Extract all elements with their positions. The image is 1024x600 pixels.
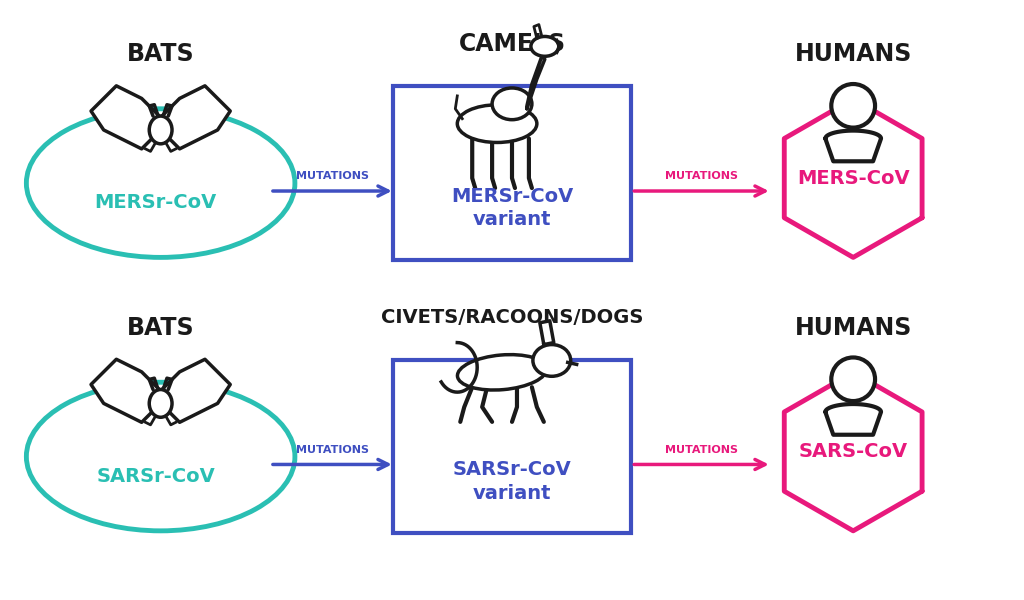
- Text: HUMANS: HUMANS: [795, 316, 911, 340]
- Text: MERSr-CoV: MERSr-CoV: [94, 193, 217, 212]
- Bar: [392, 360, 632, 533]
- Polygon shape: [825, 131, 881, 161]
- Text: SARS-CoV: SARS-CoV: [799, 442, 907, 461]
- Text: CAMELS: CAMELS: [459, 32, 565, 56]
- Polygon shape: [540, 321, 554, 344]
- Bar: [392, 86, 632, 260]
- Ellipse shape: [150, 116, 172, 144]
- Text: MUTATIONS: MUTATIONS: [665, 171, 738, 181]
- Text: MUTATIONS: MUTATIONS: [296, 445, 369, 455]
- Circle shape: [831, 358, 876, 401]
- Text: MERSr-CoV
variant: MERSr-CoV variant: [451, 187, 573, 229]
- Polygon shape: [825, 404, 881, 435]
- Ellipse shape: [458, 105, 537, 142]
- Text: SARSr-CoV: SARSr-CoV: [96, 467, 215, 486]
- Text: CIVETS/RACOONS/DOGS: CIVETS/RACOONS/DOGS: [381, 308, 643, 328]
- Ellipse shape: [458, 355, 547, 390]
- Polygon shape: [91, 86, 161, 149]
- Ellipse shape: [530, 37, 559, 56]
- Polygon shape: [161, 86, 230, 149]
- Polygon shape: [91, 359, 161, 422]
- Text: MERS-CoV: MERS-CoV: [797, 169, 909, 188]
- Polygon shape: [161, 359, 230, 422]
- Text: MUTATIONS: MUTATIONS: [296, 171, 369, 181]
- Text: BATS: BATS: [127, 42, 195, 66]
- Ellipse shape: [493, 88, 531, 119]
- Text: BATS: BATS: [127, 316, 195, 340]
- Polygon shape: [527, 56, 545, 109]
- Text: HUMANS: HUMANS: [795, 42, 911, 66]
- Ellipse shape: [150, 389, 172, 417]
- Circle shape: [831, 84, 876, 128]
- Text: SARSr-CoV
variant: SARSr-CoV variant: [453, 460, 571, 503]
- Text: MUTATIONS: MUTATIONS: [665, 445, 738, 455]
- Ellipse shape: [532, 344, 570, 376]
